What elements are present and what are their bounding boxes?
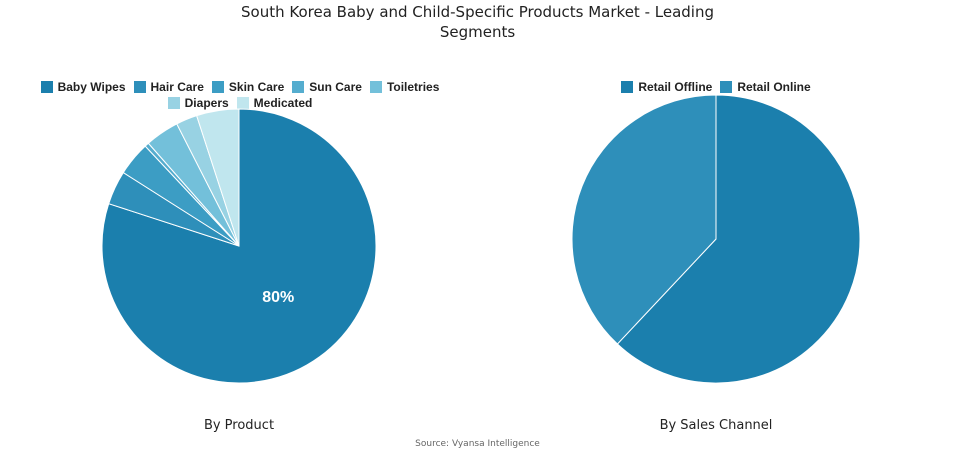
legend-item[interactable]: Retail Offline [621,80,712,94]
subtitle-channel: By Sales Channel [659,418,773,433]
legend-channel: Retail Offline Retail Online [566,80,866,94]
legend-swatch [211,81,224,93]
legend-label: Diapers [184,96,229,110]
legend-label: Retail Offline [638,80,713,94]
legend-swatch [621,81,634,93]
legend-item[interactable]: Sun Care [292,80,362,94]
data-label: 80% [262,289,294,306]
legend-item[interactable]: Toiletries [369,80,440,94]
legend-label: Retail Online [737,80,811,94]
legend-swatch [40,81,53,93]
source-note: Source: Vyansa Intelligence [415,439,540,449]
legend-label: Sun Care [309,80,362,94]
legend-label: Skin Care [228,80,285,94]
legend-label: Hair Care [150,80,204,94]
legend-item[interactable]: Medicated [236,96,313,110]
pie-slice-retail-online[interactable] [571,94,717,345]
pie-slice-retail-offline[interactable] [616,94,861,384]
legend-swatch [369,81,382,93]
chart-title: South Korea Baby and Child-Specific Prod… [241,3,714,41]
legend-swatch [167,97,180,109]
subtitle-product: By Product [203,418,275,433]
legend-label: Baby Wipes [57,80,126,94]
legend-swatch [720,81,733,93]
legend-label: Toiletries [386,80,440,94]
legend-label: Medicated [253,96,313,110]
legend-item[interactable]: Diapers [167,96,229,110]
legend-item[interactable]: Retail Online [720,80,811,94]
legend-item[interactable]: Baby Wipes [40,80,126,94]
legend-product: Baby Wipes Hair Care Skin Care Sun Care Toil… [20,80,460,110]
pie-slice-medicated[interactable] [196,108,240,247]
legend-item[interactable]: Hair Care [133,80,204,94]
legend-swatch [292,81,305,93]
legend-item[interactable]: Skin Care [211,80,285,94]
legend-swatch [133,81,146,93]
legend-swatch [236,97,249,109]
